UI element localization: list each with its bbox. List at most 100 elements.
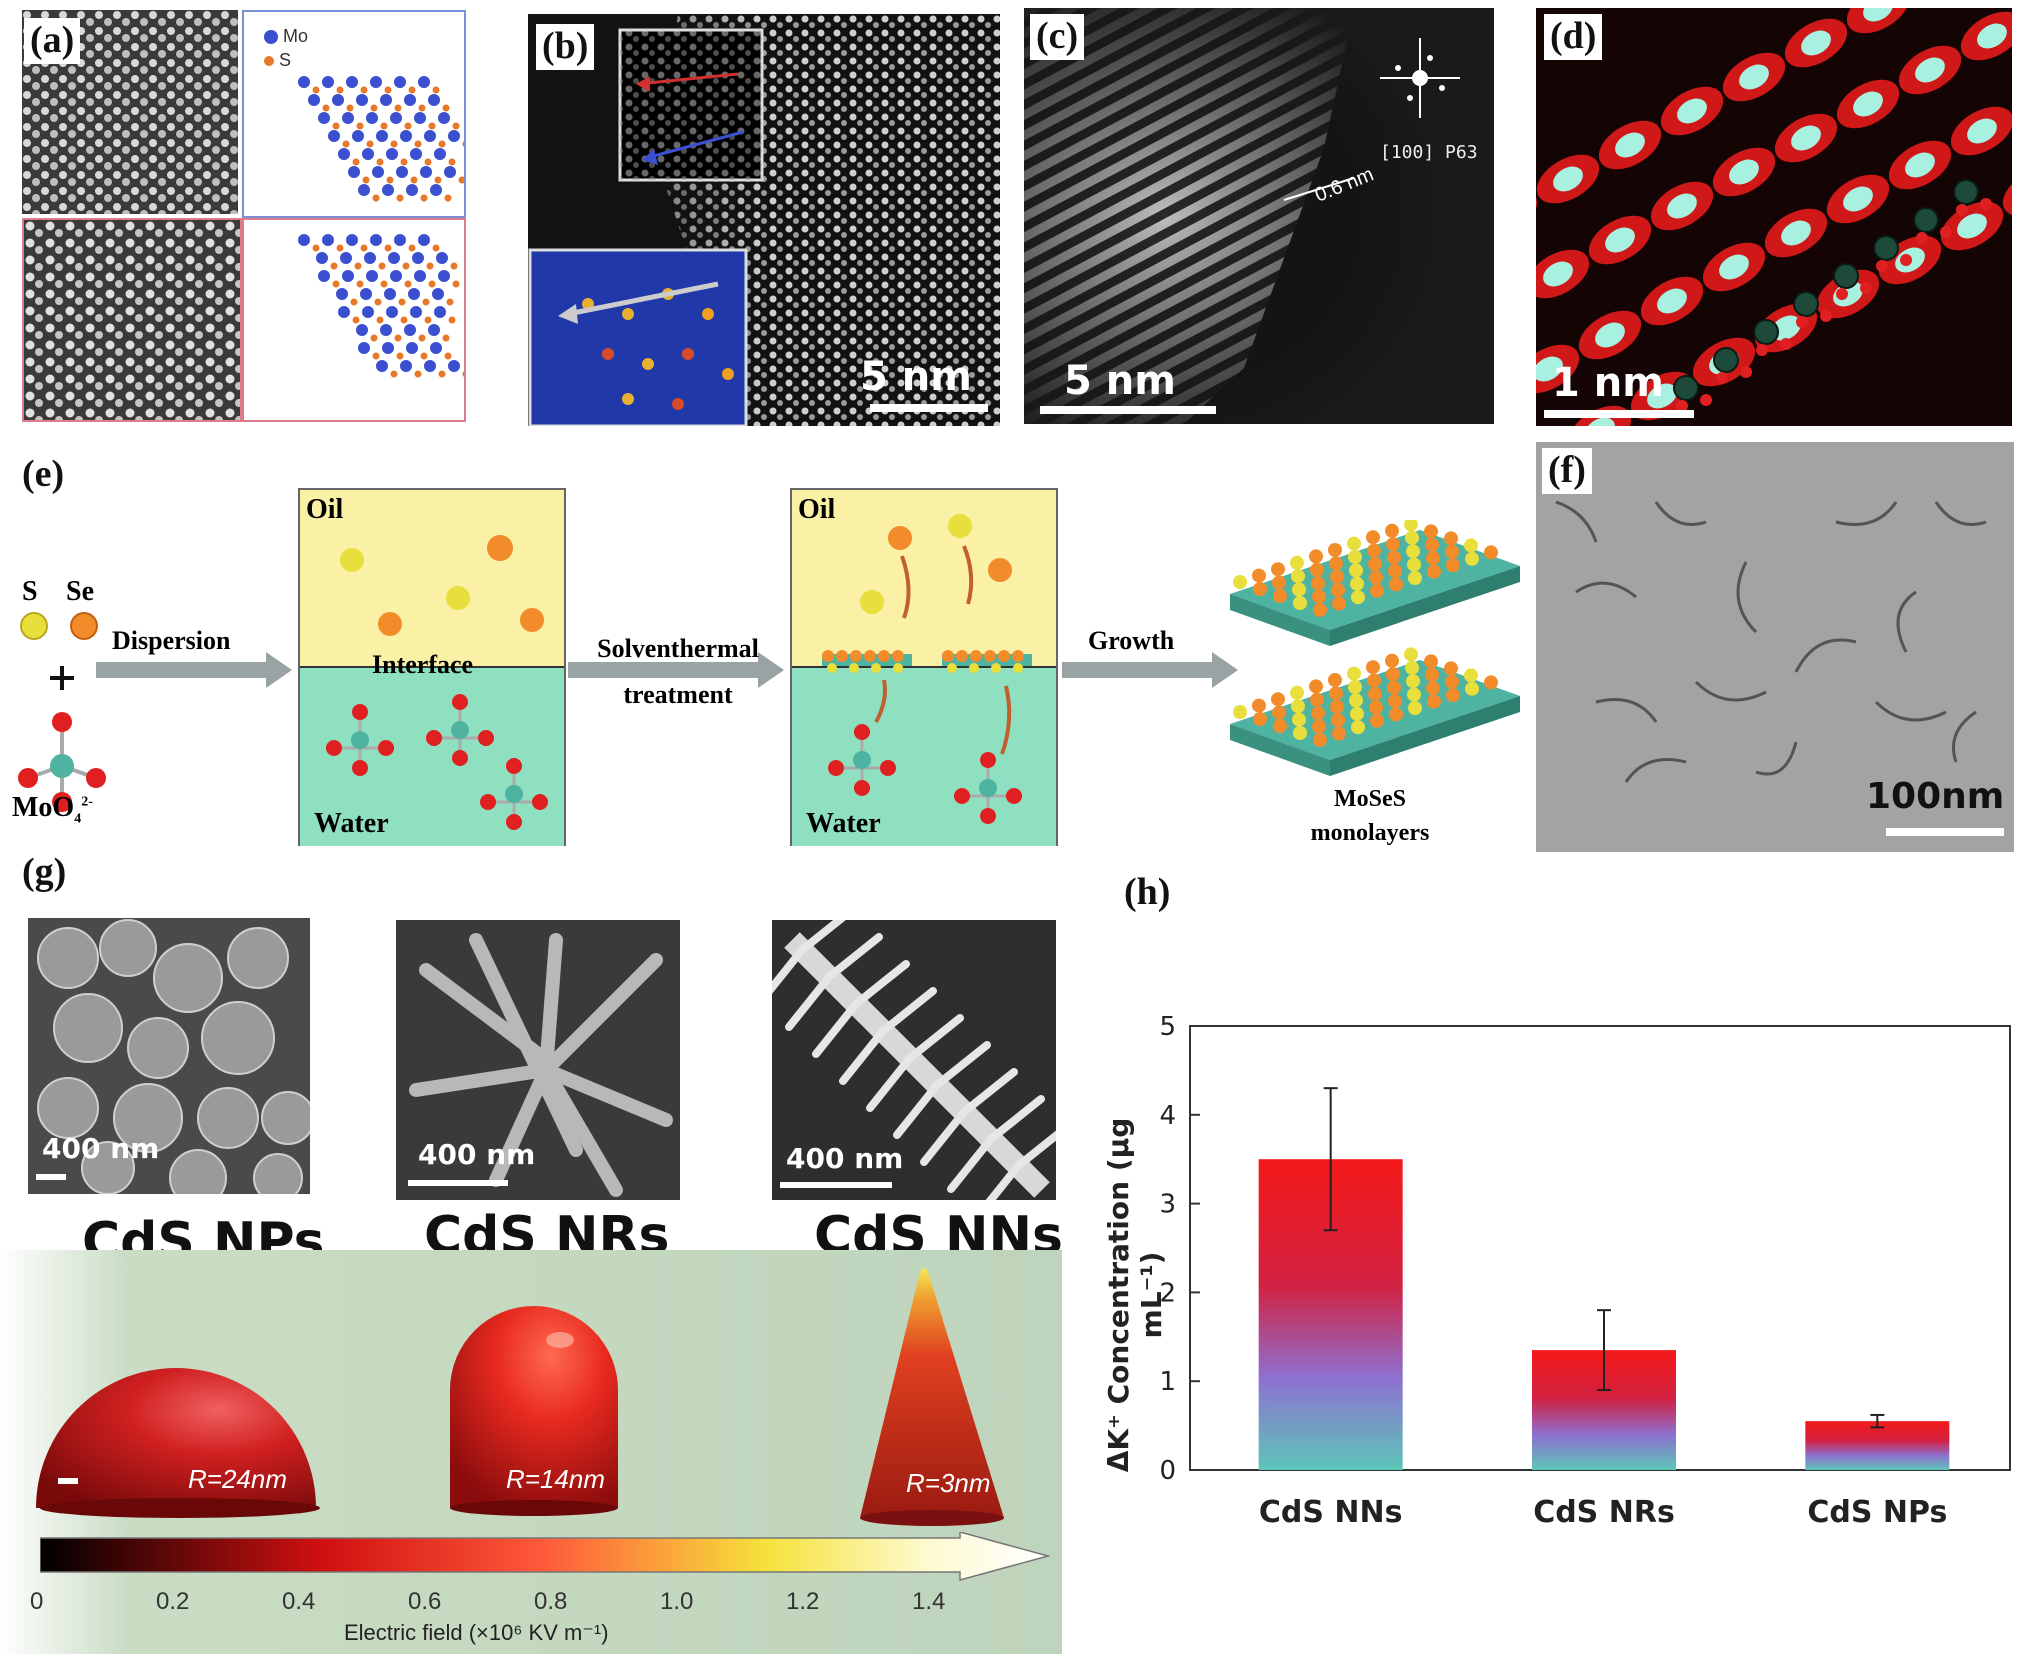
product-label: MoSeS monolayers: [1310, 786, 1430, 846]
precursor-molecules: [326, 535, 548, 830]
mos2-structure-model: [298, 234, 470, 378]
y-tick-label: 3: [1159, 1190, 1176, 1220]
sem-scale-bar: [36, 1174, 66, 1180]
hrtem-fringe-image: [1024, 8, 1494, 424]
panel-c: 0.6 nm [100] P63 5 nm: [1024, 8, 1494, 424]
sem-image-nps: 400 nm: [28, 918, 310, 1194]
radius-label-nps: R=24nm: [188, 1464, 287, 1494]
bar: [1805, 1421, 1950, 1470]
colorbar-arrow: [40, 1532, 1050, 1581]
y-tick-label: 0: [1159, 1456, 1176, 1486]
panel-b: 5 nm: [528, 14, 1000, 426]
colorbar-ticks: 0 0.2 0.4 0.6 0.8 1.0 1.2 1.4: [0, 1588, 1062, 1618]
stem-image-bottom: [22, 218, 242, 422]
stem-interface-image: [528, 14, 1000, 426]
arrow-dispersion: [96, 652, 292, 688]
y-tick-label: 5: [1159, 1012, 1176, 1042]
field-shapes: [36, 1268, 1004, 1526]
panel-label-f: (f): [1542, 448, 1592, 494]
oil-phase: [300, 490, 564, 666]
step-solvothermal-label: Solventhermal treatment: [597, 634, 759, 709]
sem-scale-label: 400 nm: [786, 1142, 904, 1175]
colorbar-title: Electric field (×10⁶ KV m⁻¹): [344, 1620, 609, 1645]
colorbar-tick-label: 1.4: [912, 1588, 946, 1615]
colorbar-tick-label: 1.0: [660, 1588, 694, 1615]
legend-mo: Mo: [264, 26, 308, 47]
panel-d: 1 nm: [1536, 8, 2012, 426]
sem-scale-bar: [780, 1182, 892, 1188]
panel-label-a: (a): [24, 18, 81, 64]
step-dispersion-label: Dispersion: [112, 626, 231, 655]
panel-label-h: (h): [1118, 870, 1177, 916]
oil-phase: [792, 490, 1056, 666]
panel-label-b: (b): [536, 24, 595, 70]
atomic-lattice-pattern: [24, 220, 240, 420]
sem-nanoparticles: [28, 918, 310, 1194]
legend-s: S: [264, 50, 291, 71]
scale-label-c: 5 nm: [1064, 358, 1176, 404]
scale-bar-c: [1040, 406, 1216, 414]
sem-image-nrs: 400 nm: [396, 920, 680, 1200]
y-tick-label: 1: [1159, 1367, 1176, 1397]
sem-nanoneedles: [772, 920, 1056, 1200]
scale-bar-b: [870, 404, 988, 412]
reaction-box-2: Oil Water: [790, 488, 1058, 846]
colorbar-tick-label: 0.8: [534, 1588, 568, 1615]
mos2-structure-model: [298, 76, 470, 202]
fft-pattern: [1380, 38, 1460, 118]
tem-nanosheets-image: [1536, 442, 2014, 852]
x-tick-label: CdS NPs: [1807, 1495, 1947, 1530]
field-simulation-panel: R=24nm R=14nm R=3nm 0 0.2 0.4 0.6 0.8 1.0 1.2 1…: [0, 1250, 1062, 1654]
y-axis-title: ΔK⁺ Concentration (μg mL⁻¹): [1102, 1117, 1168, 1473]
scale-bar-f: [1886, 828, 2004, 836]
y-tick-label: 2: [1159, 1278, 1176, 1308]
scale-label-d: 1 nm: [1552, 360, 1664, 406]
scale-bar-d: [1544, 410, 1694, 418]
sem-scale-label: 400 nm: [42, 1132, 160, 1165]
mosses-monolayers-graphic: [1230, 520, 1520, 776]
colorbar-tick-label: 0: [30, 1588, 44, 1615]
reaction-box-1: Oil Water: [298, 488, 566, 846]
nanosheet-right: [942, 650, 1032, 673]
reactant-s-label: S: [22, 576, 38, 607]
reactant-se-label: Se: [66, 576, 94, 607]
x-tick-label: CdS NNs: [1259, 1495, 1403, 1530]
arrow-growth: [1062, 652, 1238, 688]
panel-f: 100nm: [1536, 442, 2014, 852]
panel-label-d: (d): [1544, 14, 1603, 60]
sem-nanorods: [396, 920, 680, 1200]
scale-label-f: 100nm: [1866, 776, 2005, 817]
panel-label-c: (c): [1030, 14, 1085, 60]
arrow-solvothermal: [568, 652, 784, 688]
growth-at-interface: [822, 514, 1032, 824]
y-tick-label: 4: [1159, 1101, 1176, 1131]
scale-label-b: 5 nm: [860, 354, 972, 400]
water-phase: [792, 666, 1056, 846]
elemental-map-image: [1536, 8, 2012, 426]
x-tick-label: CdS NRs: [1533, 1495, 1675, 1530]
water-label: Water: [314, 808, 389, 839]
radius-label-nns: R=3nm: [906, 1468, 991, 1498]
panel-label-g: (g): [16, 850, 73, 896]
colorbar-tick-label: 0.2: [156, 1588, 190, 1615]
sem-scale-bar: [408, 1180, 508, 1186]
atom-model-bottom: [242, 218, 470, 422]
water-phase: [300, 666, 564, 846]
sem-scale-label: 400 nm: [418, 1138, 536, 1171]
step-growth-label: Growth: [1088, 626, 1175, 655]
colorbar-tick-label: 1.2: [786, 1588, 820, 1615]
atom-model-top: Mo S: [242, 10, 470, 218]
colorbar-tick-label: 0.6: [408, 1588, 442, 1615]
molybdate-label: MoO42-: [12, 792, 93, 827]
oil-label: Oil: [798, 494, 836, 525]
interface-label: Interface: [372, 650, 474, 679]
sem-image-nns: 400 nm: [772, 920, 1056, 1200]
water-label: Water: [806, 808, 881, 839]
colorbar-tick-label: 0.4: [282, 1588, 316, 1615]
oil-label: Oil: [306, 494, 344, 525]
bar-chart: 0 1 2 3 4 5 CdS NNs CdS NRs CdS NPs: [1159, 1012, 2011, 1530]
nanosheet-left: [822, 650, 912, 673]
reactants-graphic: [18, 612, 106, 812]
radius-label-nrs: R=14nm: [506, 1464, 605, 1494]
panel-label-e: (e): [16, 452, 71, 498]
